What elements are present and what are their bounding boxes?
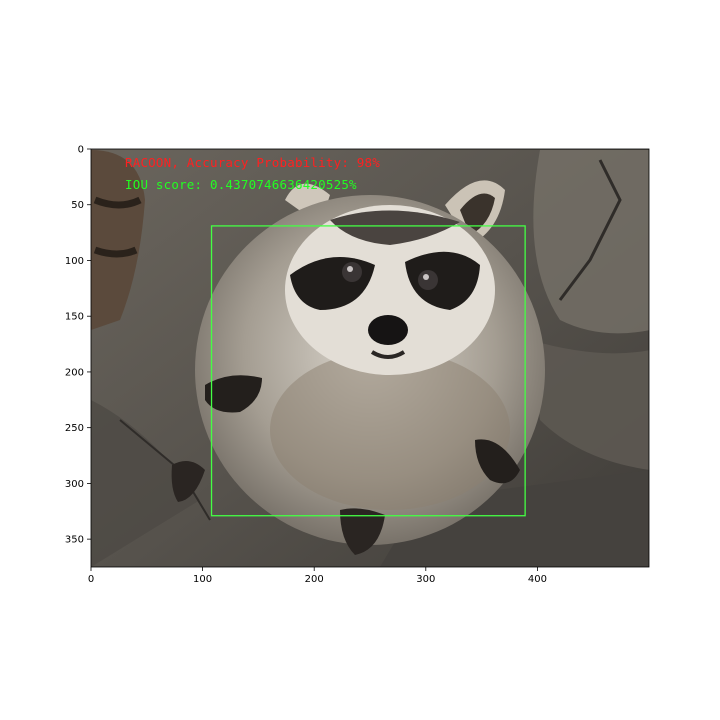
iou-score-label: IOU score: 0.4370746636420525% xyxy=(125,177,357,192)
y-tick-label: 300 xyxy=(65,479,84,490)
y-tick-label: 250 xyxy=(65,423,84,434)
y-tick-label: 100 xyxy=(65,256,84,267)
axes-frame xyxy=(90,148,650,568)
y-axis: 0 50 100 150 200 250 300 350 xyxy=(65,145,91,546)
x-tick-label: 0 xyxy=(88,574,94,585)
x-tick-label: 300 xyxy=(416,574,435,585)
y-tick-label: 50 xyxy=(71,200,84,211)
y-tick-label: 350 xyxy=(65,535,84,546)
x-tick-label: 200 xyxy=(305,574,324,585)
x-tick-label: 400 xyxy=(528,574,547,585)
raccoon-photo xyxy=(91,149,649,567)
bounding-box xyxy=(210,225,526,517)
x-tick-label: 100 xyxy=(193,574,212,585)
x-axis: 0 100 200 300 400 xyxy=(88,567,547,585)
y-tick-label: 150 xyxy=(65,312,84,323)
class-accuracy-label: RACOON, Accuracy Probability: 98% xyxy=(125,155,380,170)
y-tick-label: 0 xyxy=(78,145,84,156)
y-tick-label: 200 xyxy=(65,367,84,378)
